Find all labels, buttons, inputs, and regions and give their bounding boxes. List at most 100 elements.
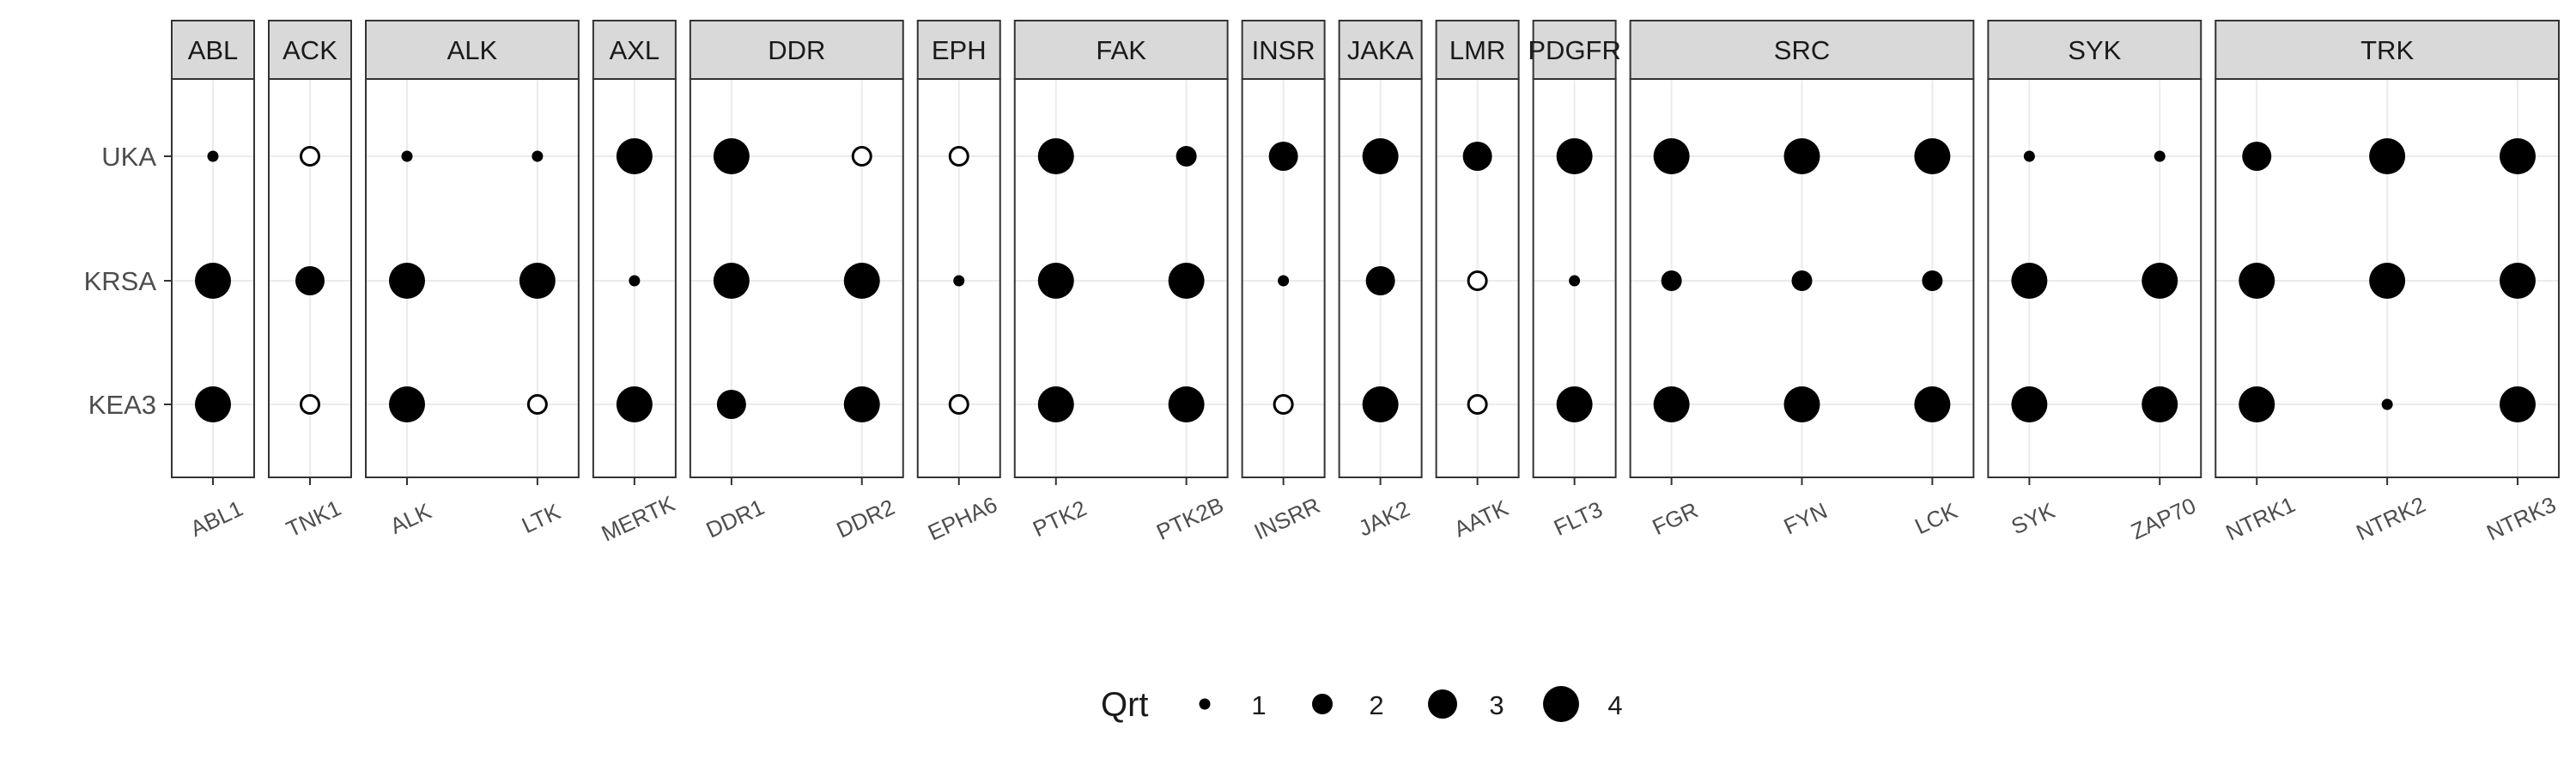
- data-point: [2154, 150, 2166, 162]
- legend-key: [1543, 686, 1579, 722]
- data-point-open: [1467, 394, 1488, 415]
- panel-strip: [689, 20, 904, 80]
- data-point: [1922, 270, 1943, 291]
- panel-strip: [1435, 20, 1520, 80]
- data-point: [401, 150, 413, 162]
- x-tick-label: ABL1: [186, 495, 246, 542]
- panel-strip: [1987, 20, 2202, 80]
- x-tick-label: FLT3: [1550, 496, 1607, 541]
- panel-lmr: LMR AATK: [1435, 20, 1520, 542]
- legend-key: [1199, 698, 1211, 710]
- data-point: [2011, 263, 2048, 299]
- panel-fak: FAK PTK2 PTK2B: [1013, 20, 1229, 545]
- data-point-open: [300, 394, 320, 415]
- x-tick-label: TNK1: [283, 495, 345, 542]
- panel-strip-label: FAK: [1096, 35, 1146, 65]
- data-point: [1037, 138, 1074, 174]
- panel-strip: [592, 20, 677, 80]
- data-point: [1037, 386, 1074, 422]
- x-tick-label: DDR2: [833, 494, 899, 543]
- data-point: [953, 275, 965, 287]
- data-point-open: [1273, 394, 1294, 415]
- data-point: [1037, 263, 1074, 299]
- panel-ack: ACK TNK1: [268, 20, 352, 542]
- panel-border: [1987, 78, 2202, 478]
- x-tick-label: ALK: [386, 498, 436, 539]
- panel-ddr: DDR DDR1 DDR2: [689, 20, 904, 543]
- data-point: [2242, 142, 2272, 171]
- panel-strip-label: JAKA: [1347, 35, 1414, 65]
- data-point-open: [948, 394, 969, 415]
- data-point: [2500, 138, 2536, 174]
- panel-strip-label: ACK: [283, 35, 337, 65]
- y-tick-label: KRSA: [84, 266, 157, 296]
- panel-strip-label: EPH: [932, 35, 987, 65]
- data-point: [207, 150, 219, 162]
- y-axis: UKA KRSA KEA3: [84, 142, 172, 420]
- panel-strip-label: AXL: [610, 35, 660, 65]
- panel-strip: [2215, 20, 2560, 80]
- data-point: [295, 266, 325, 295]
- data-point: [389, 263, 425, 299]
- data-point: [1783, 386, 1820, 422]
- panel-strip: [1629, 20, 1975, 80]
- legend-label: 1: [1251, 690, 1266, 720]
- data-point: [716, 390, 746, 419]
- x-tick-label: JAK2: [1354, 495, 1413, 541]
- data-point: [1362, 138, 1399, 174]
- panel-alk: ALK ALK LTK: [365, 20, 580, 539]
- x-tick-label: FGR: [1649, 497, 1702, 540]
- data-point: [1278, 275, 1290, 287]
- data-point: [616, 138, 653, 174]
- panel-insr: INSR INSRR: [1241, 20, 1326, 545]
- data-point: [2381, 398, 2393, 410]
- data-point: [195, 263, 231, 299]
- data-point: [2011, 386, 2048, 422]
- data-point: [1176, 146, 1197, 167]
- data-point: [2142, 263, 2178, 299]
- data-point-open: [851, 146, 872, 167]
- data-point: [1168, 263, 1205, 299]
- data-point: [1268, 142, 1298, 171]
- data-point: [2500, 386, 2536, 422]
- x-tick-label: INSRR: [1250, 492, 1324, 544]
- panel-strip-label: TRK: [2360, 35, 2414, 65]
- panel-abl: ABL ABL1: [171, 20, 255, 542]
- legend-label: 4: [1607, 690, 1622, 720]
- legend-key: [1428, 689, 1457, 719]
- panel-border: [689, 78, 904, 478]
- x-tick-label: PTK2B: [1152, 492, 1227, 545]
- panel-strip-label: ALK: [447, 35, 498, 65]
- data-point: [616, 386, 653, 422]
- data-point: [2023, 150, 2035, 162]
- x-tick-label: NTRK1: [2221, 491, 2299, 545]
- x-tick-label: NTRK3: [2482, 491, 2560, 545]
- panel-border: [1013, 78, 1229, 478]
- data-point: [1362, 386, 1399, 422]
- panel-src: SRC FGR FYN LCK: [1629, 20, 1975, 540]
- panel-strip-label: LMR: [1449, 35, 1505, 65]
- panel-trk: TRK NTRK1 NTRK2 NTRK3: [2215, 20, 2560, 545]
- data-point: [1653, 138, 1690, 174]
- data-point: [2500, 263, 2536, 299]
- data-point: [713, 263, 750, 299]
- data-point: [519, 263, 556, 299]
- data-point: [389, 386, 425, 422]
- panel-strip: [1013, 20, 1229, 80]
- x-tick-label: NTRK2: [2352, 491, 2429, 545]
- data-point: [1556, 386, 1593, 422]
- panel-strip: [365, 20, 580, 80]
- data-point-open: [526, 394, 548, 415]
- data-point: [532, 150, 544, 162]
- data-point: [2142, 386, 2178, 422]
- data-point: [2369, 138, 2406, 174]
- data-point: [713, 138, 750, 174]
- data-point: [843, 263, 880, 299]
- x-tick-label: AATK: [1450, 495, 1513, 542]
- data-point: [1914, 386, 1951, 422]
- panel-strip-label: DDR: [768, 35, 825, 65]
- panel-strip-label: INSR: [1252, 35, 1315, 65]
